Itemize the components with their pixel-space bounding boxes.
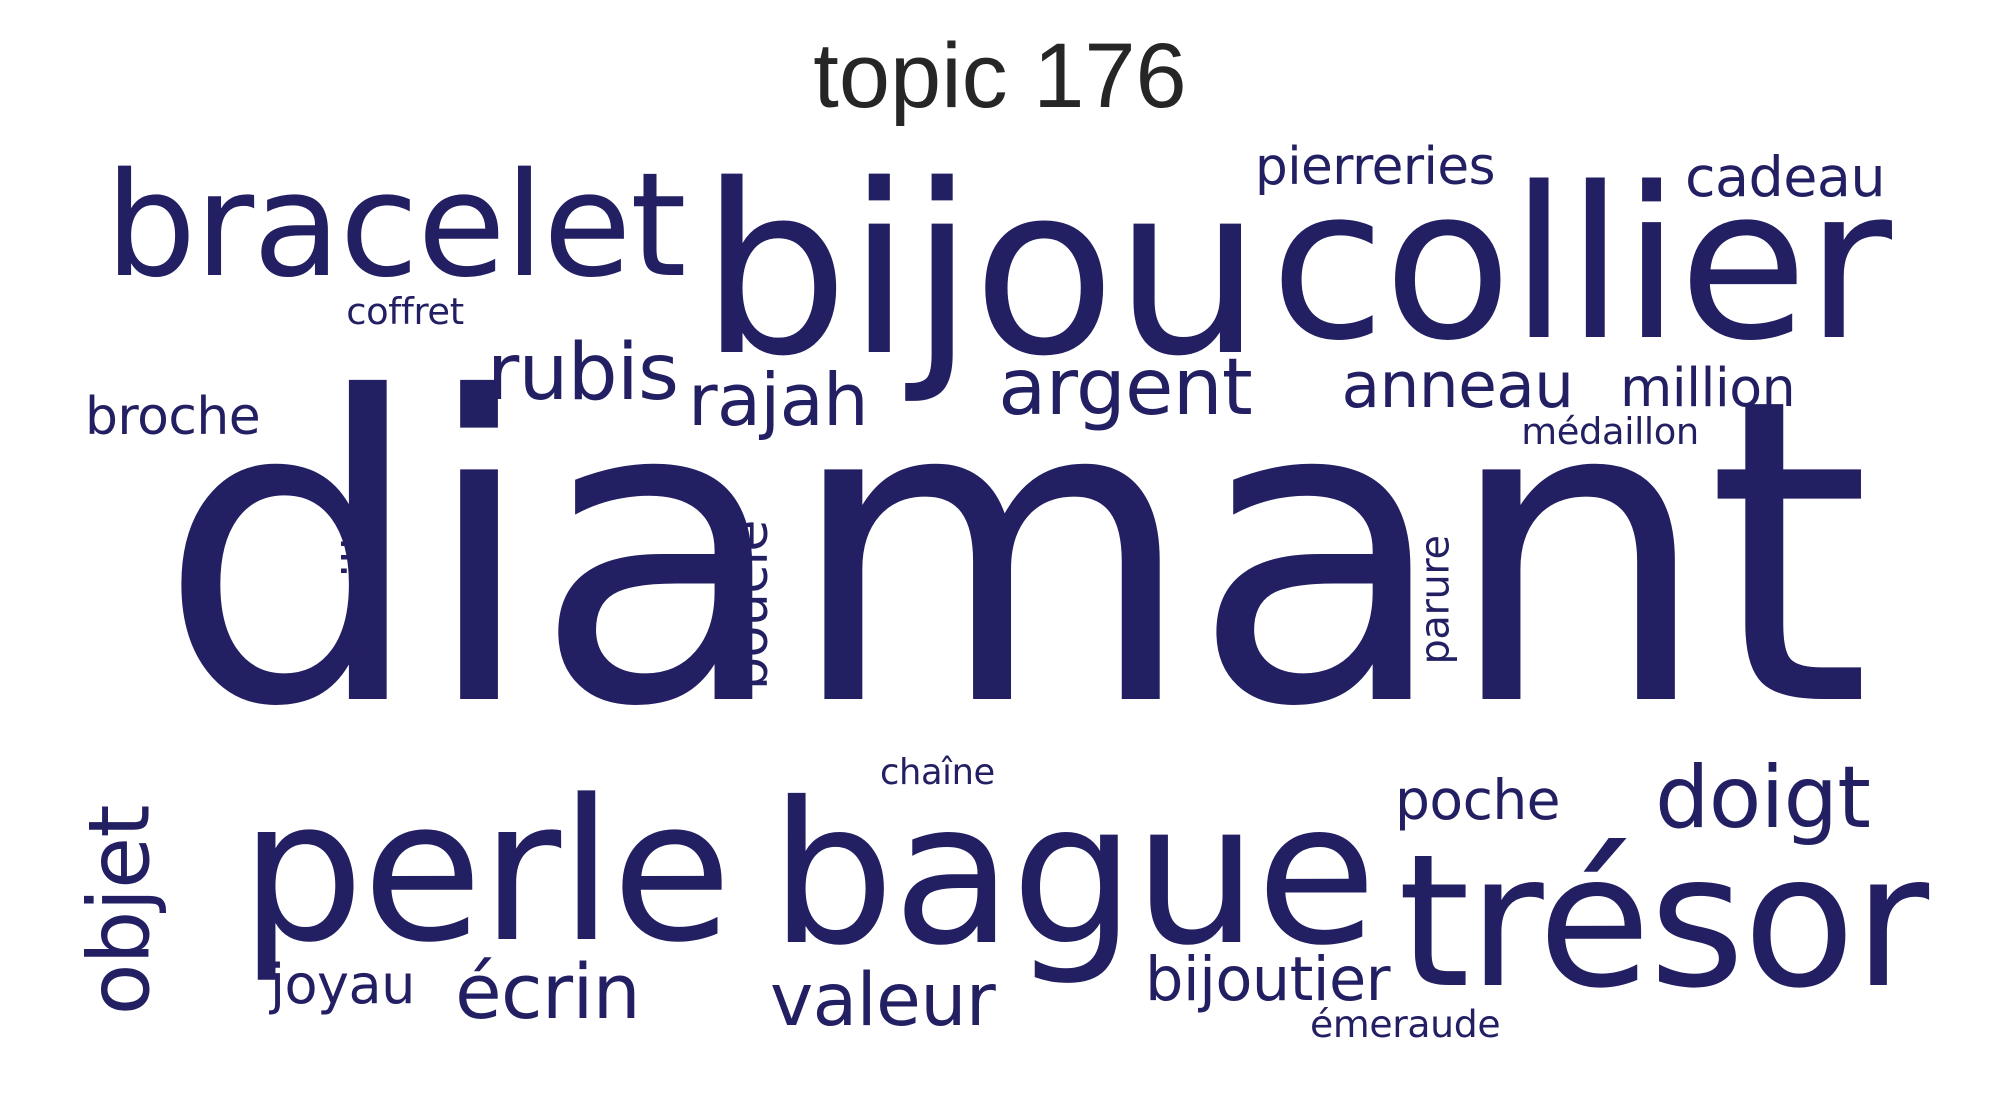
word-24: objet — [69, 805, 169, 1015]
word-12: million — [1620, 355, 1796, 419]
word-29: émeraude — [1310, 1002, 1501, 1047]
word-19: boucle — [719, 520, 780, 691]
word-22: poche — [1395, 767, 1561, 832]
word-20: parure — [1413, 535, 1459, 665]
word-21: doigt — [1655, 747, 1871, 848]
word-2: bijou — [700, 135, 1262, 409]
word-8: rubis — [486, 326, 679, 419]
word-25: joyau — [270, 952, 415, 1016]
word-4: bracelet — [105, 141, 687, 309]
word-17: broche — [85, 386, 261, 447]
word-16: coffret — [346, 290, 464, 334]
word-23: chaîne — [880, 751, 995, 793]
word-6: bague — [770, 760, 1377, 989]
word-7: trésor — [1397, 814, 1929, 1029]
word-26: écrin — [455, 947, 641, 1036]
word-27: valeur — [770, 957, 996, 1043]
word-5: perle — [240, 757, 732, 986]
word-14: pierreries — [1255, 136, 1495, 197]
chart-title: topic 176 — [813, 25, 1187, 127]
word-11: anneau — [1341, 348, 1575, 422]
word-28: bijoutier — [1145, 944, 1391, 1015]
word-3: collier — [1270, 142, 1892, 387]
word-15: cadeau — [1685, 144, 1886, 210]
word-18: oreille — [331, 507, 391, 658]
word-9: rajah — [688, 358, 869, 442]
word-10: argent — [998, 341, 1253, 434]
word-13: médaillon — [1521, 410, 1699, 454]
word-1: diamant — [158, 310, 1871, 799]
